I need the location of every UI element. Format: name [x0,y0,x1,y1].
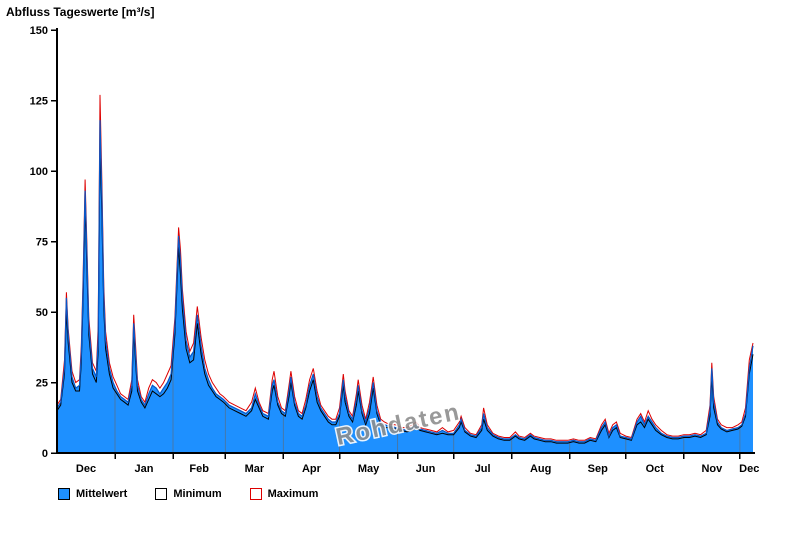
month-label: Jan [135,463,154,475]
month-label: Apr [302,463,322,475]
chart-graphics: 0 25 50 75 100 125 150 Dec Jan Feb Mar Apr May Jun Jul… [30,25,760,475]
maximum-swatch-icon [249,488,262,500]
chart-title: Abfluss Tageswerte [m³/s] [6,5,155,19]
discharge-chart: 0 25 50 75 100 125 150 Dec Jan Feb Mar Apr May Jun Jul… [30,25,760,475]
legend-item-mittelwert: Mittelwert [58,488,127,500]
month-label: Jul [475,463,491,475]
y-tick-label: 50 [36,307,48,319]
month-label: Feb [189,463,209,475]
month-label: Mar [245,463,265,475]
y-tick-label: 0 [42,448,48,460]
legend-label-maximum: Maximum [267,488,319,500]
mean-swatch-icon [58,488,70,500]
mean-area [57,120,753,453]
month-label: Sep [588,463,608,475]
mean-line [56,120,754,443]
legend-label-mittelwert: Mittelwert [76,488,128,500]
legend-label-minimum: Minimum [173,488,222,500]
y-tick-label: 25 [36,378,48,390]
y-tick-label: 150 [30,25,48,37]
month-label: Nov [701,463,723,475]
month-label: Dec [739,463,759,475]
y-tick-label: 75 [36,237,48,249]
month-label: Dec [76,463,96,475]
chart-legend: Mittelwert Minimum Maximum [58,488,318,500]
maximum-line [56,94,754,441]
legend-item-minimum: Minimum [155,488,222,500]
y-tick-label: 125 [30,96,48,108]
month-label: Jun [416,463,436,475]
minimum-swatch-icon [155,488,168,500]
month-label: Oct [646,463,665,475]
legend-item-maximum: Maximum [249,488,319,500]
month-label: Aug [530,463,551,475]
y-tick-label: 100 [30,166,48,178]
month-label: May [358,463,380,475]
